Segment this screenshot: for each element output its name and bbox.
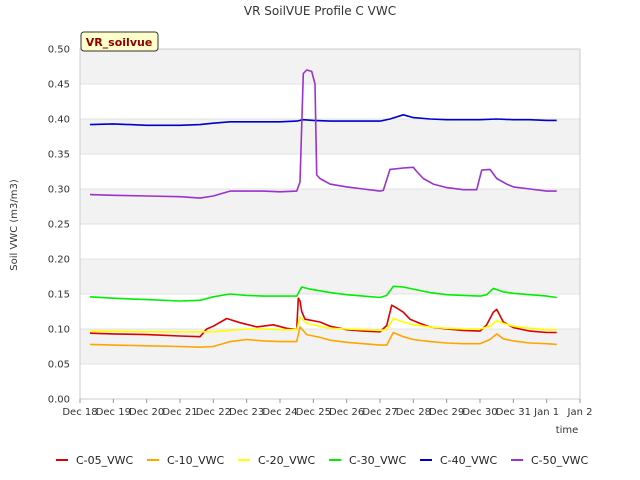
station-badge-label: VR_soilvue xyxy=(86,36,153,49)
x-tick-label: Dec 27 xyxy=(362,407,397,418)
x-tick-label: Dec 23 xyxy=(229,407,264,418)
legend-label: C-40_VWC xyxy=(440,454,498,467)
y-tick-label: 0.45 xyxy=(48,80,70,91)
y-tick-label: 0.25 xyxy=(48,220,70,231)
station-badge-box xyxy=(80,31,159,52)
series-lines xyxy=(89,69,557,349)
y-tick-label: 0.35 xyxy=(48,150,70,161)
chart-title: VR SoilVUE Profile C VWC xyxy=(244,4,396,18)
y-tick-label: 0.50 xyxy=(48,45,70,56)
x-tick-label: Dec 22 xyxy=(196,407,231,418)
legend: C-05_VWC C-10_VWC C-20_VWC C-30_VWC C-40_VWC… xyxy=(56,454,589,467)
x-tick-label: Dec 19 xyxy=(96,407,131,418)
series-line-c-40-vwc xyxy=(89,114,557,127)
legend-label: C-30_VWC xyxy=(349,454,407,467)
x-tick-label: Dec 18 xyxy=(62,407,97,418)
legend-item: C-10_VWC xyxy=(147,454,225,467)
legend-item: C-20_VWC xyxy=(238,454,316,467)
y-tick-label: 0.05 xyxy=(48,360,70,371)
y-tick-label: 0.20 xyxy=(48,255,70,266)
x-tick-label: Dec 28 xyxy=(396,407,431,418)
y-tick-label: 0.30 xyxy=(48,185,70,196)
x-axis-title: time xyxy=(556,425,579,436)
legend-item: C-05_VWC xyxy=(56,454,134,467)
x-tick-label: Dec 20 xyxy=(129,407,164,418)
x-tick-label: Dec 29 xyxy=(429,407,464,418)
x-tick-label: Jan 2 xyxy=(567,407,593,418)
grid-band xyxy=(80,259,580,294)
x-tick-label: Dec 25 xyxy=(296,407,331,418)
x-tick-label: Dec 24 xyxy=(262,407,297,418)
legend-label: C-10_VWC xyxy=(167,454,225,467)
series-line-c-05-vwc xyxy=(89,297,557,338)
y-tick-label: 0.15 xyxy=(48,290,70,301)
y-axis-title: Soil VWC (m3/m3) xyxy=(9,179,20,271)
legend-item: C-50_VWC xyxy=(511,454,589,467)
station-badge: VR_soilvue xyxy=(80,31,159,52)
legend-item: C-40_VWC xyxy=(420,454,498,467)
grid-band xyxy=(80,119,580,154)
x-tick-label: Dec 26 xyxy=(329,407,364,418)
y-axis: 0.00 0.05 0.10 0.15 0.20 0.25 0.30 0.35 0.40 0.45… xyxy=(48,45,70,406)
y-tick-label: 0.10 xyxy=(48,325,70,336)
legend-label: C-50_VWC xyxy=(531,454,589,467)
legend-label: C-20_VWC xyxy=(258,454,316,467)
grid-band xyxy=(80,49,580,84)
plot-frame xyxy=(79,48,581,400)
grid-band xyxy=(80,189,580,224)
series-line-c-50-vwc xyxy=(89,69,557,199)
series-line-c-30-vwc xyxy=(89,285,557,302)
y-tick-label: 0.00 xyxy=(48,395,70,406)
x-tick-label: Dec 21 xyxy=(162,407,197,418)
series-line-c-20-vwc xyxy=(90,316,557,333)
x-tick-label: Jan 1 xyxy=(533,407,559,418)
legend-item: C-30_VWC xyxy=(329,454,407,467)
x-tick-label: Dec 31 xyxy=(496,407,531,418)
legend-label: C-05_VWC xyxy=(76,454,134,467)
y-tick-label: 0.40 xyxy=(48,115,70,126)
series-line-c-10-vwc xyxy=(89,326,557,349)
x-tick-label: Dec 30 xyxy=(462,407,497,418)
